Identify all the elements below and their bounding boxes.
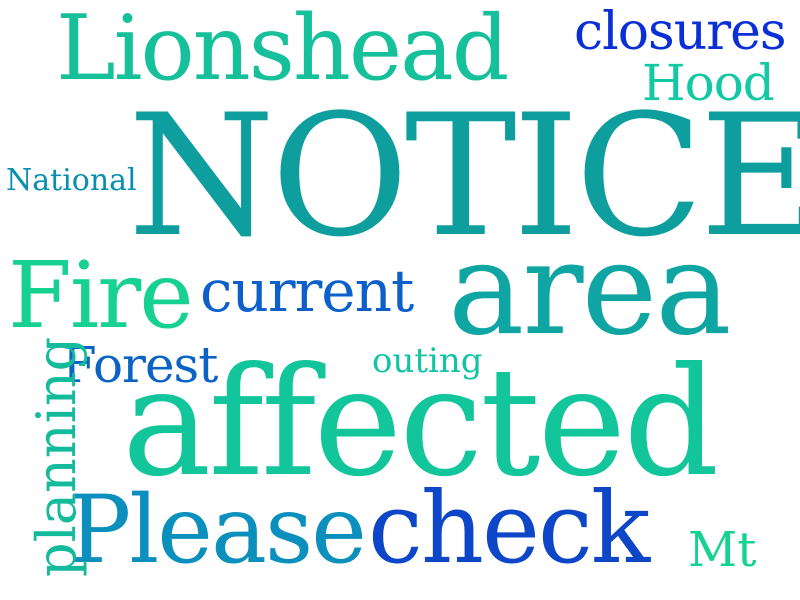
- word-forest: Forest: [62, 336, 218, 394]
- word-national: planning: [25, 336, 88, 577]
- word-check: check: [368, 472, 650, 586]
- word-hood: Hood: [642, 54, 775, 112]
- word-affected: affected: [122, 336, 719, 510]
- word-fire: Fire: [8, 242, 194, 349]
- word-current: current: [200, 257, 414, 325]
- word-outing: National: [6, 163, 137, 198]
- word-notice: NOTICE: [128, 78, 800, 274]
- word-closures: closures: [574, 2, 787, 62]
- word-planning: outing: [372, 341, 483, 381]
- word-area: area: [448, 215, 732, 364]
- word-mt: Mt: [688, 522, 757, 578]
- word-please: Please: [68, 476, 367, 585]
- word-lionshead: Lionshead: [56, 0, 509, 101]
